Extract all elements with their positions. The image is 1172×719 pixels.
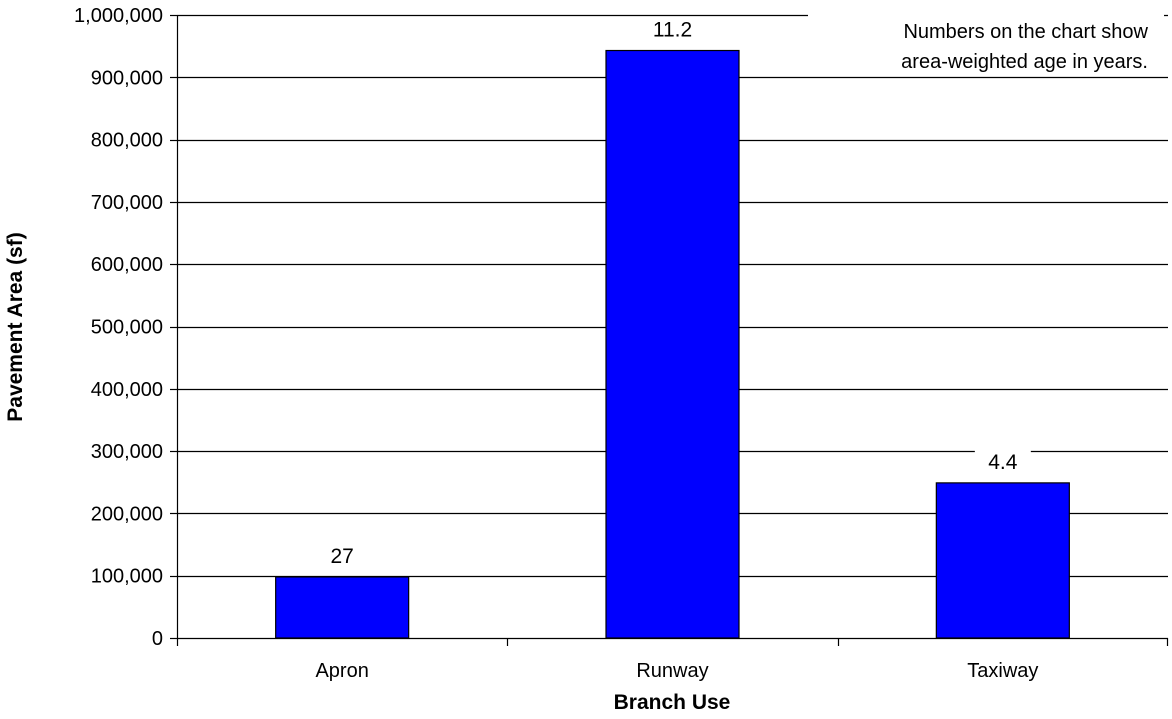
y-tick-label: 400,000 <box>91 379 163 401</box>
y-tick-label: 100,000 <box>91 566 163 588</box>
annotation-background <box>808 14 1164 76</box>
y-tick-labels: 0 100,000 200,000 300,000 400,000 500,000 600,… <box>74 5 163 650</box>
data-label-background <box>974 448 1031 475</box>
x-tick-label: Runway <box>636 660 708 682</box>
data-label-apron: 27 <box>330 545 353 568</box>
x-tick-label: Apron <box>315 660 368 682</box>
y-tick-label: 700,000 <box>91 192 163 214</box>
y-tick-label: 300,000 <box>91 441 163 463</box>
annotation-note: Numbers on the chart show area-weighted … <box>808 14 1164 76</box>
x-tick-label: Taxiway <box>967 660 1038 682</box>
data-label-background <box>320 542 365 569</box>
y-tick-label: 200,000 <box>91 503 163 525</box>
y-tick-label: 0 <box>152 628 163 650</box>
y-axis-title: Pavement Area (sf) <box>4 232 27 421</box>
bars <box>275 49 1070 639</box>
bar-apron <box>275 576 410 639</box>
x-tick-labels: Apron Runway Taxiway <box>315 660 1038 682</box>
data-label-background <box>638 16 707 43</box>
annotation-line-2: area-weighted age in years. <box>901 51 1148 73</box>
data-label-runway: 11.2 <box>653 19 692 42</box>
bar-runway <box>605 49 740 639</box>
bar-taxiway <box>935 482 1070 639</box>
y-tick-label: 800,000 <box>91 130 163 152</box>
annotation-line-1: Numbers on the chart show <box>903 21 1148 43</box>
y-tick-label: 900,000 <box>91 67 163 89</box>
y-tick-label: 500,000 <box>91 317 163 339</box>
data-labels: 27 11.2 4.4 <box>320 16 1031 569</box>
axes <box>170 14 1169 646</box>
y-tick-label: 600,000 <box>91 254 163 276</box>
data-label-taxiway: 4.4 <box>988 451 1018 474</box>
y-tick-label: 1,000,000 <box>74 5 163 27</box>
x-axis-title: Branch Use <box>614 691 731 714</box>
